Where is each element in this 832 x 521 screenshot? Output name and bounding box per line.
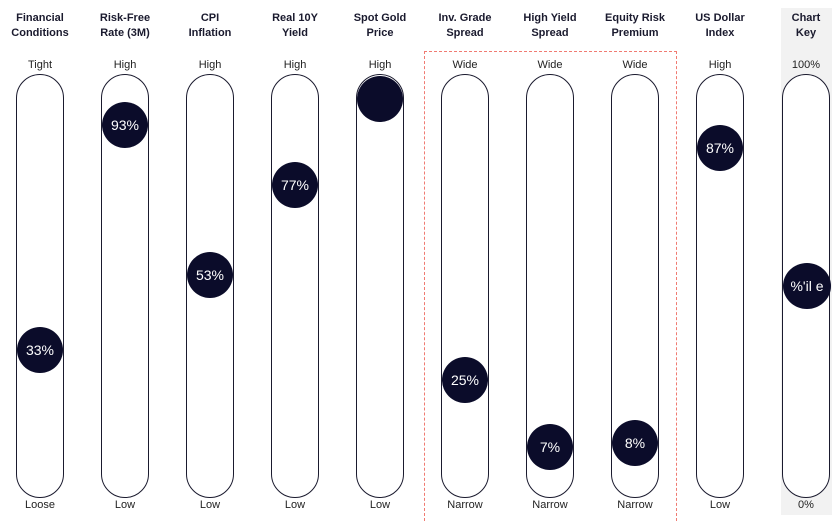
percentile-marker: 87%: [697, 124, 743, 171]
column-title-line2: Conditions: [11, 27, 69, 39]
gauge-track: 77%: [271, 74, 319, 498]
column-title: Spot Gold Price: [338, 11, 422, 41]
bottom-label: Narrow: [447, 499, 483, 511]
gauge-track: 8%: [611, 74, 659, 498]
gauge-spot-gold-price: Spot Gold Price High Low: [338, 0, 422, 515]
column-title-line1: Real 10Y: [272, 12, 318, 24]
bottom-label: Loose: [25, 499, 55, 511]
bottom-label: Low: [199, 499, 221, 511]
column-title-line1: Equity Risk: [605, 12, 665, 24]
top-label: High: [283, 59, 307, 71]
gauge-track: 7%: [526, 74, 574, 498]
bottom-label: Low: [369, 499, 391, 511]
gauge-track: 33%: [16, 74, 64, 498]
column-title: US Dollar Index: [678, 11, 762, 41]
percentile-marker: 93%: [102, 102, 148, 149]
gauge-track: 87%: [696, 74, 744, 498]
column-title: Risk-Free Rate (3M): [83, 11, 167, 41]
percentile-marker: 77%: [272, 162, 318, 209]
percentile-marker: [357, 76, 403, 122]
column-title-line2: Premium: [611, 27, 659, 39]
bottom-label: Low: [114, 499, 136, 511]
top-label: High: [198, 59, 222, 71]
spread-highlight-box: [424, 51, 677, 521]
column-title-line2: Key: [795, 27, 817, 39]
column-title-line1: Risk-Free: [99, 12, 151, 24]
column-title-line2: Index: [705, 27, 735, 39]
gauge-equity-risk-premium: Equity Risk Premium Wide 8% Narrow: [593, 0, 677, 515]
gauge-track: 25%: [441, 74, 489, 498]
top-label: High: [368, 59, 392, 71]
top-label: 100%: [791, 59, 821, 71]
bottom-label: Narrow: [532, 499, 568, 511]
column-title-line2: Spread: [531, 27, 569, 39]
column-title: Chart Key: [764, 11, 832, 41]
column-title-line1: US Dollar: [695, 12, 745, 24]
top-label: High: [708, 59, 732, 71]
percentile-marker: 8%: [612, 420, 658, 467]
top-label: Wide: [452, 59, 478, 71]
percentile-marker: 7%: [527, 423, 573, 470]
column-title-line2: Yield: [282, 27, 308, 39]
percentile-marker: %'il e: [783, 263, 831, 309]
gauge-risk-free-rate: Risk-Free Rate (3M) High 93% Low: [83, 0, 167, 515]
gauge-track: 93%: [101, 74, 149, 498]
percentile-marker: 25%: [442, 356, 488, 403]
column-title-line2: Inflation: [188, 27, 232, 39]
column-title-line2: Rate (3M): [100, 27, 150, 39]
column-title-line1: Financial: [16, 12, 64, 24]
bottom-label: Narrow: [617, 499, 653, 511]
top-label: High: [113, 59, 137, 71]
gauge-track: [356, 74, 404, 498]
gauge-high-yield-spread: High Yield Spread Wide 7% Narrow: [508, 0, 592, 515]
gauge-real-10y-yield: Real 10Y Yield High 77% Low: [253, 0, 337, 515]
column-title: High Yield Spread: [508, 11, 592, 41]
column-title: Financial Conditions: [0, 11, 82, 41]
gauge-track: 53%: [186, 74, 234, 498]
column-title: Real 10Y Yield: [253, 11, 337, 41]
bottom-label: Low: [709, 499, 731, 511]
column-title-line2: Spread: [446, 27, 484, 39]
gauge-inv-grade-spread: Inv. Grade Spread Wide 25% Narrow: [423, 0, 507, 515]
top-label: Wide: [622, 59, 648, 71]
gauge-track: %'il e: [782, 74, 831, 498]
bottom-label: 0%: [798, 499, 814, 511]
column-title-line1: CPI: [200, 12, 220, 24]
top-label: Wide: [537, 59, 563, 71]
column-title-line1: Chart: [791, 12, 821, 24]
column-title: Equity Risk Premium: [593, 11, 677, 41]
gauge-chart-key: Chart Key 100% %'il e 0%: [764, 0, 832, 515]
column-title: Inv. Grade Spread: [423, 11, 507, 41]
gauge-us-dollar-index: US Dollar Index High 87% Low: [678, 0, 762, 515]
top-label: Tight: [27, 59, 53, 71]
column-title-line1: Spot Gold: [353, 12, 407, 24]
gauge-cpi-inflation: CPI Inflation High 53% Low: [168, 0, 252, 515]
percentile-marker: 53%: [187, 251, 233, 298]
gauge-financial-conditions: Financial Conditions Tight 33% Loose: [0, 0, 82, 515]
column-title-line1: Inv. Grade: [438, 12, 492, 24]
bottom-label: Low: [284, 499, 306, 511]
percentile-marker: 33%: [17, 326, 63, 373]
column-title-line1: High Yield: [523, 12, 577, 24]
column-title-line2: Price: [366, 27, 394, 39]
column-title: CPI Inflation: [168, 11, 252, 41]
